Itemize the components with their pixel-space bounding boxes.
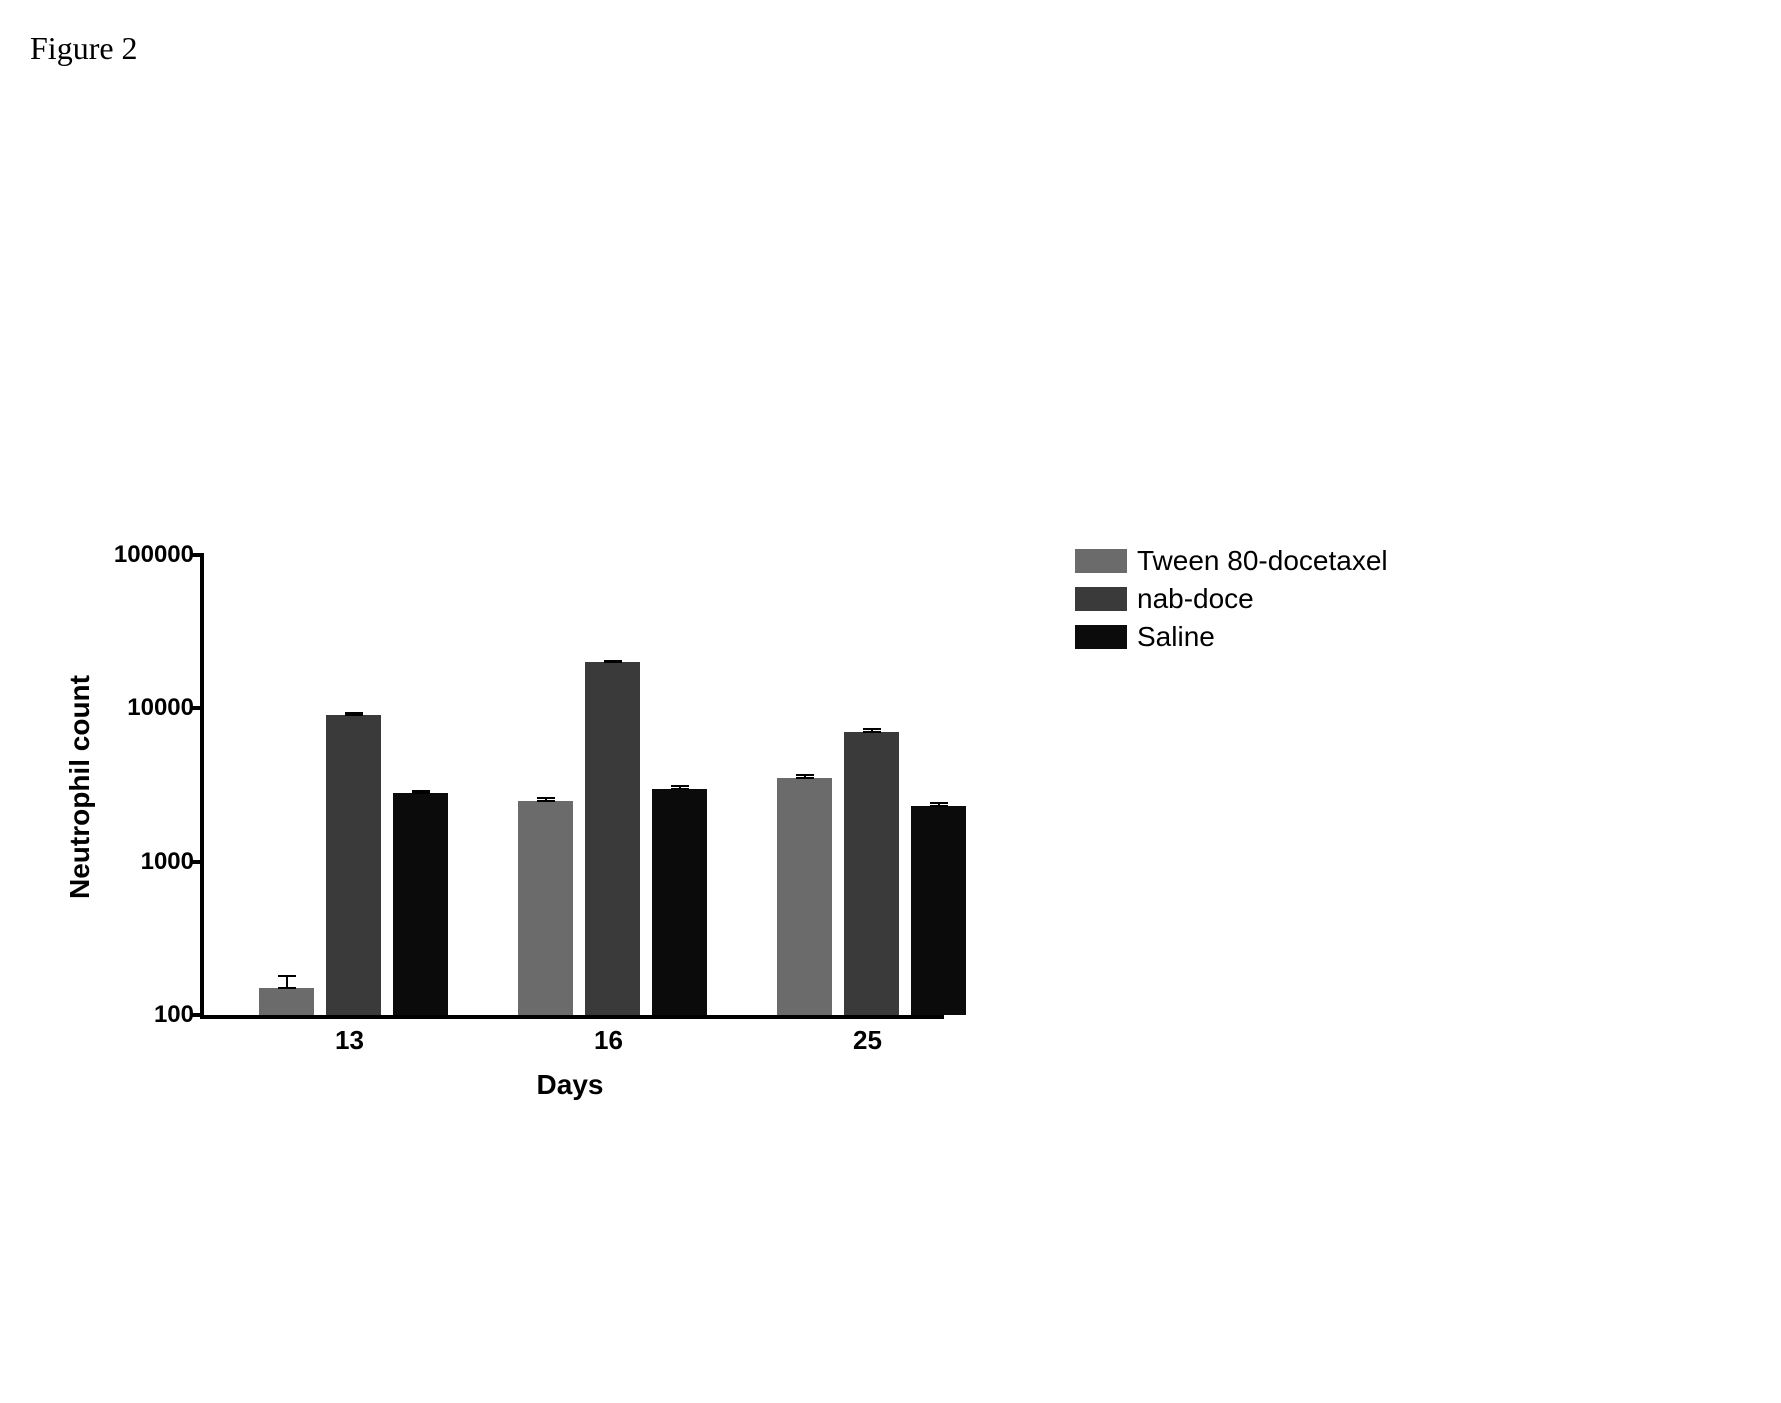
bar	[518, 801, 573, 1015]
y-tick-label: 10000	[127, 694, 194, 722]
bar	[326, 715, 381, 1015]
error-cap	[537, 800, 555, 802]
bar	[652, 789, 707, 1015]
y-axis-label: Neutrophil count	[60, 555, 100, 1019]
x-axis-ticks: 13 16 25	[200, 1019, 940, 1059]
bar	[393, 793, 448, 1015]
y-tick-label: 100	[154, 1001, 194, 1029]
x-tick-label: 13	[335, 1025, 364, 1056]
figure-label: Figure 2	[30, 30, 138, 67]
error-cap	[796, 774, 814, 776]
error-cap	[278, 975, 296, 977]
error-cap	[863, 728, 881, 730]
y-tick-label: 100000	[114, 541, 194, 569]
error-cap	[537, 797, 555, 799]
legend-swatch	[1075, 625, 1127, 649]
error-cap	[345, 714, 363, 716]
legend-label: nab-doce	[1137, 583, 1254, 615]
plot-area	[200, 555, 944, 1019]
chart: Neutrophil count 100100010000100000 1316…	[60, 555, 1060, 1101]
y-axis-ticks: 100100010000100000	[100, 555, 200, 1015]
bar	[777, 778, 832, 1015]
legend-swatch	[1075, 587, 1127, 611]
bar	[585, 662, 640, 1015]
legend-item: Tween 80-docetaxel	[1075, 545, 1388, 577]
legend: Tween 80-docetaxel nab-doce Saline	[1075, 545, 1388, 659]
error-cap	[863, 731, 881, 733]
x-axis-label: Days	[200, 1069, 940, 1101]
x-tick-label: 16	[594, 1025, 623, 1056]
error-cap	[671, 788, 689, 790]
error-cap	[930, 805, 948, 807]
y-axis-label-text: Neutrophil count	[64, 675, 96, 899]
y-tick-label: 1000	[141, 848, 194, 876]
error-cap	[604, 661, 622, 663]
error-cap	[278, 987, 296, 989]
y-tick-mark	[192, 1013, 204, 1017]
error-cap	[412, 792, 430, 794]
error-cap	[796, 777, 814, 779]
x-tick-label: 25	[853, 1025, 882, 1056]
plot-row: Neutrophil count 100100010000100000	[60, 555, 1060, 1019]
legend-label: Tween 80-docetaxel	[1137, 545, 1388, 577]
legend-item: Saline	[1075, 621, 1388, 653]
legend-swatch	[1075, 549, 1127, 573]
legend-label: Saline	[1137, 621, 1215, 653]
bar	[911, 806, 966, 1015]
bar	[844, 732, 899, 1015]
bar	[259, 988, 314, 1015]
y-tick-mark	[192, 553, 204, 557]
error-cap	[930, 802, 948, 804]
page: Figure 2 Neutrophil count 100 1000 10000 10…	[0, 0, 1781, 1403]
legend-item: nab-doce	[1075, 583, 1388, 615]
y-tick-mark	[192, 860, 204, 864]
y-tick-mark	[192, 706, 204, 710]
